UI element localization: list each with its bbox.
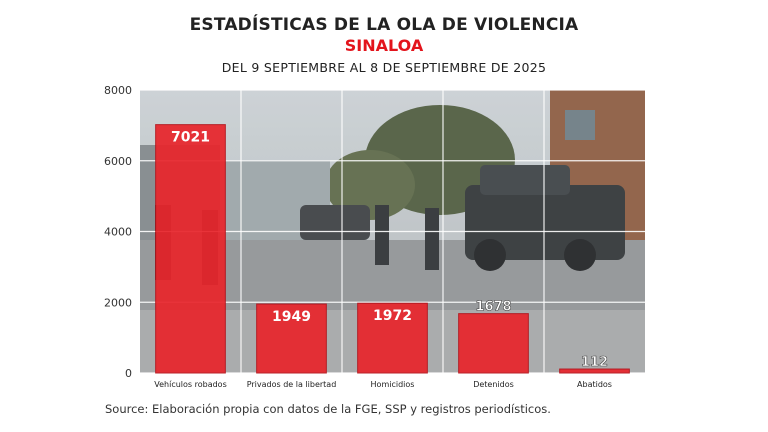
x-tick-label: Detenidos (473, 380, 514, 389)
x-tick-label: Vehículos robados (154, 380, 227, 389)
chart-title: ESTADÍSTICAS DE LA OLA DE VIOLENCIA (189, 15, 579, 35)
x-tick-label: Abatidos (577, 380, 612, 389)
data-label: 1949 (272, 309, 311, 325)
x-tick-label: Homicidios (371, 380, 415, 389)
bar-4 (458, 313, 529, 374)
source-note: Source: Elaboración propia con datos de … (105, 402, 551, 416)
data-label: 1972 (373, 308, 412, 324)
bar-1 (155, 124, 226, 374)
data-label: 7021 (171, 130, 210, 146)
y-tick-label: 2000 (104, 296, 132, 309)
bar-5 (559, 368, 630, 374)
y-tick-label: 8000 (104, 84, 132, 97)
data-label: 112 (581, 355, 608, 370)
bar-2 (256, 303, 327, 374)
bar-3 (357, 302, 428, 374)
chart-subtitle: SINALOA (344, 36, 424, 55)
data-label: 1678 (475, 300, 511, 315)
y-tick-label: 4000 (104, 226, 132, 239)
date-range: DEL 9 SEPTIEMBRE AL 8 DE SEPTIEMBRE DE 2… (221, 60, 547, 75)
x-tick-label: Privados de la libertad (247, 380, 337, 389)
y-tick-label: 6000 (104, 155, 132, 168)
y-tick-label: 0 (125, 367, 132, 380)
